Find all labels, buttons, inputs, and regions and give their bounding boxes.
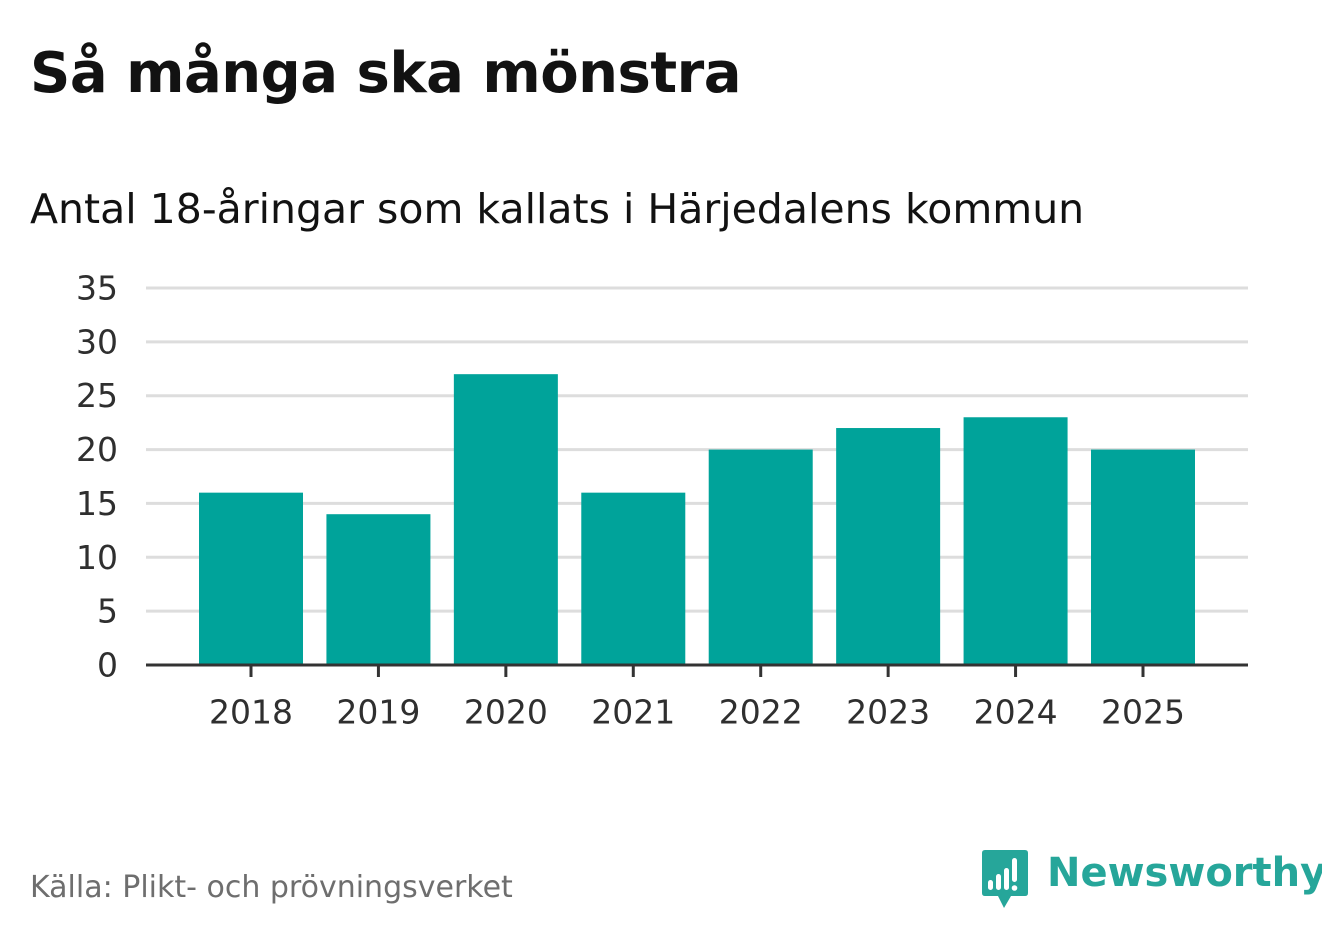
bar-2019 (326, 514, 431, 665)
bar-2021 (581, 492, 686, 665)
x-tick-label: 2023 (846, 693, 930, 732)
y-tick-label: 10 (76, 538, 118, 577)
x-tick-label: 2020 (464, 693, 548, 732)
y-tick-label: 0 (97, 646, 118, 685)
y-tick-label: 30 (76, 322, 118, 361)
x-tick-label: 2021 (591, 693, 675, 732)
bar-2024 (963, 417, 1068, 665)
x-tick-label: 2022 (719, 693, 803, 732)
x-tick-label: 2019 (336, 693, 420, 732)
bar-2020 (453, 374, 558, 665)
x-tick-label: 2018 (209, 693, 293, 732)
source-note: Källa: Plikt- och prövningsverket (30, 870, 513, 905)
chart-subtitle: Antal 18-åringar som kallats i Härjedale… (30, 185, 1085, 233)
x-tick-label: 2024 (974, 693, 1058, 732)
bars (199, 374, 1195, 665)
y-tick-label: 5 (97, 592, 118, 631)
gridlines (146, 286, 1248, 613)
x-tick-label: 2025 (1101, 693, 1185, 732)
bar-2018 (199, 492, 303, 665)
y-tick-label: 35 (76, 269, 118, 308)
y-tick-label: 15 (76, 484, 118, 523)
brand-logo: Newsworthy (981, 847, 1322, 911)
bar-2022 (708, 449, 813, 665)
y-tick-label: 25 (76, 376, 118, 415)
bar-2023 (836, 428, 941, 665)
chart-title: Så många ska mönstra (30, 41, 742, 106)
newsworthy-logo-icon (982, 850, 1028, 908)
y-tick-label: 20 (76, 430, 118, 469)
brand-name: Newsworthy (1047, 850, 1322, 896)
axes (146, 663, 1248, 677)
bar-2025 (1091, 449, 1195, 665)
